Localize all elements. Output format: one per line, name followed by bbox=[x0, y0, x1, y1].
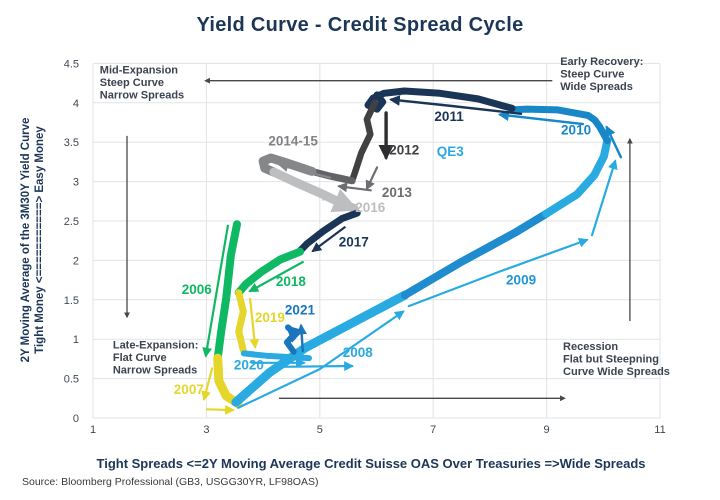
segment-2008 bbox=[231, 290, 410, 407]
arrow-2020-dir-2 bbox=[280, 361, 355, 372]
x-tick-label: 5 bbox=[317, 424, 323, 436]
y-axis-label: 2Y Moving Average of the 3M30Y Yield Cur… bbox=[20, 118, 46, 363]
annotation-line: Mid-Expansion bbox=[100, 65, 179, 77]
year-label-2017: 2017 bbox=[339, 234, 369, 249]
annotation-line: Narrow Spreads bbox=[113, 365, 197, 377]
y-tick-label: 0.5 bbox=[64, 374, 79, 386]
arrow-2010-dir-up bbox=[605, 125, 623, 159]
annotation-line: Flat but Steepning bbox=[563, 354, 659, 366]
source-note: Source: Bloomberg Professional (GB3, USG… bbox=[22, 476, 318, 488]
year-label-2009: 2009 bbox=[506, 272, 536, 287]
y-tick-label: 3.5 bbox=[64, 137, 79, 149]
y-tick-label: 2 bbox=[73, 255, 79, 267]
annotation-line: Early Recovery: bbox=[560, 56, 643, 68]
annotation-line: Narrow Spreads bbox=[100, 90, 184, 102]
year-label-2012: 2012 bbox=[389, 142, 419, 157]
year-label-2006: 2006 bbox=[182, 282, 213, 297]
direction-arrows bbox=[201, 95, 623, 415]
arrow-2013-dir-left bbox=[337, 182, 372, 193]
arrow-2016-dir bbox=[285, 179, 333, 201]
y-tick-label: 1 bbox=[73, 334, 79, 346]
year-label-2010: 2010 bbox=[561, 123, 591, 138]
y-tick-label: 2.5 bbox=[64, 216, 79, 228]
segment-2020 bbox=[240, 350, 312, 362]
y-tick-label: 4.5 bbox=[64, 58, 79, 70]
arrow-2017-dir bbox=[311, 226, 346, 253]
year-label-2014-15: 2014-15 bbox=[268, 134, 318, 149]
segment-2010 bbox=[508, 105, 611, 145]
segment-2018 bbox=[234, 247, 304, 297]
annotation-guide-arrows bbox=[124, 77, 633, 402]
y-tick-label: 4 bbox=[73, 98, 79, 110]
arrow-2008-dir-1 bbox=[237, 310, 405, 409]
arrow-2009-dir bbox=[407, 237, 589, 308]
chart-title: Yield Curve - Credit Spread Cycle bbox=[196, 14, 523, 36]
x-tick-label: 3 bbox=[203, 424, 209, 436]
arrow-2006-dir bbox=[202, 224, 229, 358]
arrow-2013-dir-down bbox=[365, 166, 379, 191]
arrow-2010-dir-left bbox=[497, 110, 585, 126]
segment-2006 bbox=[213, 220, 241, 363]
arrow-2009-dir-up bbox=[590, 159, 618, 237]
y-tick-label: 0 bbox=[73, 413, 79, 425]
segment-2012 bbox=[348, 99, 379, 185]
arrow-2021-dir bbox=[296, 323, 308, 353]
arrow-2011-dir bbox=[389, 95, 523, 116]
arrow-2007-dir-down bbox=[201, 367, 214, 402]
y-tick-label: 3 bbox=[73, 177, 79, 189]
annotation-line: Wide Spreads bbox=[560, 81, 633, 93]
segment-2013 bbox=[308, 167, 356, 185]
x-tick-label: 1 bbox=[90, 424, 96, 436]
year-label-2016: 2016 bbox=[355, 200, 386, 215]
segment-2011 bbox=[364, 87, 516, 113]
year-labels: 2006 2007 2008 2009 2010 2011 2012 2013 2014-15 2… bbox=[174, 109, 591, 397]
annotation-line: Late-Expansion: bbox=[113, 340, 199, 352]
x-axis-label: Tight Spreads <=2Y Moving Average Credit… bbox=[97, 456, 646, 471]
annotation-line: Steep Curve bbox=[100, 77, 164, 89]
year-label-2011: 2011 bbox=[434, 109, 464, 124]
x-tick-label: 9 bbox=[544, 424, 550, 436]
segment-2009 bbox=[400, 209, 550, 300]
cycle-segments bbox=[213, 87, 612, 409]
y-axis-label-line2: Tight Money <===========> Easy Money bbox=[34, 126, 46, 354]
annotation-line: Steep Curve bbox=[560, 68, 624, 80]
year-label-2013: 2013 bbox=[382, 185, 413, 200]
segment-2017 bbox=[296, 209, 361, 255]
year-label-qe3: QE3 bbox=[437, 144, 465, 159]
year-label-2008: 2008 bbox=[343, 345, 374, 360]
year-label-2020: 2020 bbox=[234, 357, 264, 372]
annotation-line: Flat Curve bbox=[113, 352, 167, 364]
segment-2009-ascent bbox=[542, 136, 612, 218]
axis-tick-labels: 1 3 5 7 9 11 0 0.5 1 1.5 2 2.5 3 3.5 4 4.5 bbox=[64, 58, 666, 436]
annotation-line: Recession bbox=[563, 341, 618, 353]
y-axis-label-line1: 2Y Moving Average of the 3M30Y Yield Cur… bbox=[20, 118, 32, 363]
year-label-2007: 2007 bbox=[174, 382, 204, 397]
year-label-2021: 2021 bbox=[285, 302, 316, 317]
segment-2019 bbox=[235, 289, 247, 354]
year-label-2019: 2019 bbox=[255, 310, 285, 325]
annotation-line: Curve Wide Spreads bbox=[563, 366, 670, 378]
arrow-2007-dir-right bbox=[205, 404, 235, 415]
y-tick-label: 1.5 bbox=[64, 295, 79, 307]
segment-2021 bbox=[283, 324, 304, 355]
x-tick-label: 11 bbox=[654, 424, 665, 436]
gridlines bbox=[92, 62, 661, 419]
segment-2014-15 bbox=[258, 153, 317, 177]
segment-2016 bbox=[269, 167, 359, 213]
year-label-2018: 2018 bbox=[276, 274, 307, 289]
arrow-2019-dir bbox=[249, 297, 260, 350]
arrow-2018-dir bbox=[248, 260, 304, 293]
arrow-2014-15-dir bbox=[278, 162, 332, 179]
x-tick-label: 7 bbox=[430, 424, 436, 436]
